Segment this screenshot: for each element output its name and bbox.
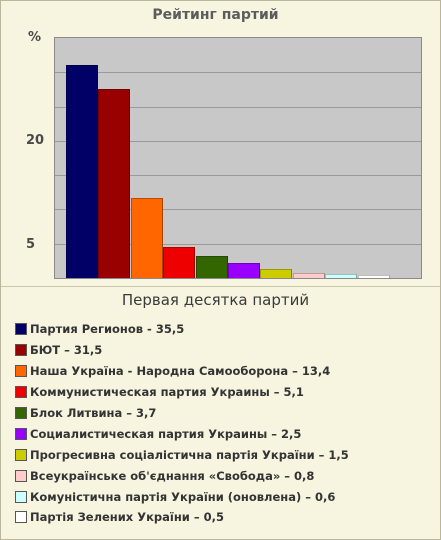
legend-swatch — [15, 448, 27, 461]
bar — [163, 247, 196, 278]
legend: Партия Регионов - 35,5 БЮТ – 31,5 Наша Укр… — [15, 319, 435, 528]
y-axis-unit-label: % — [28, 30, 42, 45]
gridline — [55, 141, 421, 142]
legend-item: Наша Україна - Народна Самооборона – 13,… — [15, 361, 435, 382]
legend-label: Комуністична партія України (оновлена) –… — [30, 489, 336, 504]
legend-title: Первая десятка партий — [121, 291, 310, 309]
legend-item: Коммунистическая партия Украины – 5,1 — [15, 382, 435, 403]
legend-swatch — [15, 407, 27, 419]
y-tick-label: 20 — [26, 133, 45, 148]
legend-item: Социалистическая партия Украины – 2,5 — [15, 423, 435, 444]
legend-swatch — [15, 469, 27, 482]
legend-item: Партія Зелених України – 0,5 — [15, 507, 435, 528]
bar — [325, 274, 358, 278]
divider — [1, 286, 440, 287]
legend-label: БЮТ – 31,5 — [30, 343, 103, 358]
chart-title: Рейтинг партий — [152, 7, 279, 23]
legend-label: Наша Україна - Народна Самооборона – 13,… — [30, 364, 331, 379]
legend-item: Блок Литвина – 3,7 — [15, 403, 435, 424]
legend-item: Прогресивна соціалістична партія України… — [15, 444, 435, 465]
legend-label: Социалистическая партия Украины – 2,5 — [30, 426, 302, 441]
legend-swatch — [15, 386, 27, 399]
gridline — [55, 72, 421, 73]
plot-area — [54, 37, 422, 279]
bar — [228, 263, 260, 278]
legend-swatch — [15, 490, 27, 503]
bar — [357, 275, 390, 278]
bar — [292, 273, 325, 278]
gridline — [55, 209, 421, 210]
legend-label: Партия Регионов - 35,5 — [30, 322, 185, 337]
legend-item: Партия Регионов - 35,5 — [15, 319, 435, 340]
bar — [66, 65, 98, 278]
legend-item: БЮТ – 31,5 — [15, 340, 435, 361]
legend-swatch — [15, 323, 27, 336]
legend-swatch — [15, 365, 27, 378]
gridline — [55, 244, 421, 245]
legend-swatch — [15, 427, 27, 440]
bar — [98, 89, 131, 278]
y-tick-label: 5 — [26, 237, 36, 252]
legend-label: Партія Зелених України – 0,5 — [30, 510, 224, 525]
gridline — [55, 175, 421, 176]
legend-label: Блок Литвина – 3,7 — [30, 406, 157, 420]
bar — [195, 256, 228, 278]
legend-label: Коммунистическая партия Украины – 5,1 — [30, 385, 304, 400]
legend-swatch — [15, 344, 27, 357]
legend-item: Всеукраїнське об'єднання «Свобода» – 0,8 — [15, 465, 435, 486]
bar — [130, 198, 163, 278]
legend-swatch — [15, 511, 27, 524]
bar — [260, 269, 293, 278]
legend-label: Прогресивна соціалістична партія України… — [30, 447, 349, 462]
legend-item: Комуністична партія України (оновлена) –… — [15, 486, 435, 507]
gridline — [55, 107, 421, 108]
legend-label: Всеукраїнське об'єднання «Свобода» – 0,8 — [30, 468, 315, 483]
